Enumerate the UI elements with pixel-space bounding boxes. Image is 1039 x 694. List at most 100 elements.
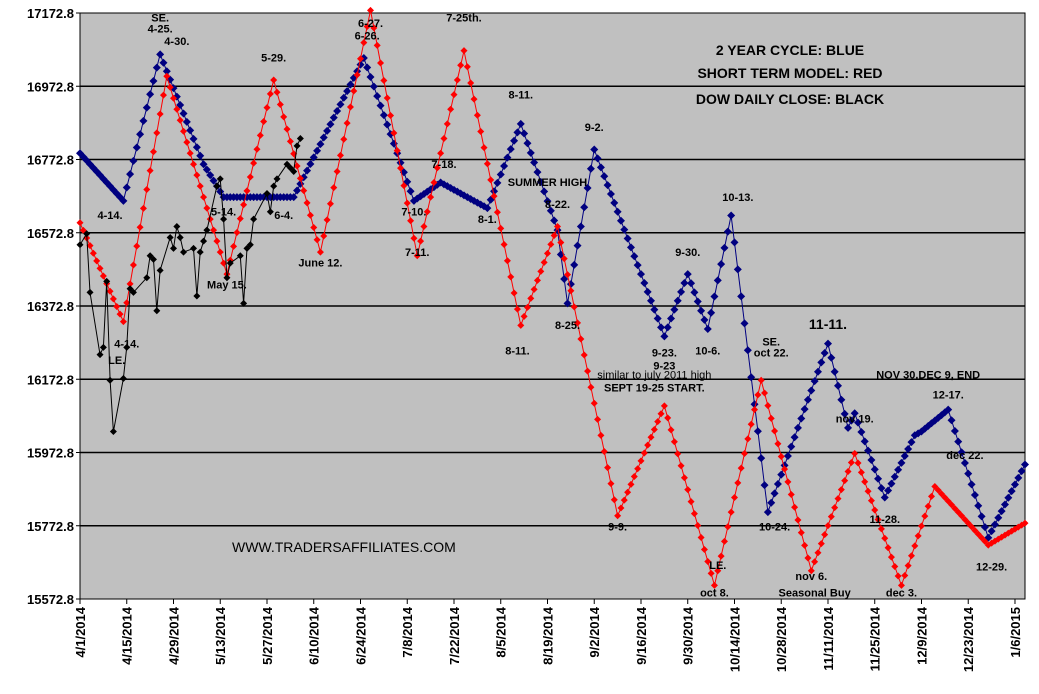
data-point [847, 416, 856, 425]
data-point [864, 487, 872, 495]
x-tick-label: 5/27/2014 [260, 606, 275, 665]
data-point [76, 241, 84, 249]
data-point [339, 93, 348, 102]
data-point [93, 257, 101, 265]
data-point [881, 534, 889, 542]
data-point [827, 353, 836, 362]
data-point [236, 215, 244, 223]
data-point [567, 287, 575, 295]
data-point [350, 87, 358, 95]
data-point [840, 409, 849, 418]
data-point [333, 168, 341, 176]
data-point [707, 569, 715, 577]
data-point [413, 252, 421, 260]
data-point [626, 243, 635, 252]
data-point [149, 255, 157, 263]
data-point [129, 261, 137, 269]
data-point [540, 187, 549, 196]
data-point [593, 154, 602, 163]
data-point [373, 41, 381, 49]
x-tick-label: 4/15/2014 [120, 606, 135, 665]
data-point [674, 450, 682, 458]
data-point [600, 447, 608, 455]
data-point [747, 373, 756, 382]
data-point [543, 197, 552, 206]
annotation: nov 6. [795, 571, 827, 583]
data-point [550, 216, 559, 225]
series-layer [76, 6, 1029, 589]
data-point [119, 374, 127, 382]
data-point [764, 402, 772, 410]
data-point [430, 179, 438, 187]
x-tick-label: 10/14/2014 [727, 606, 742, 672]
data-point [206, 215, 214, 223]
data-point [263, 104, 271, 112]
y-tick-label: 16172.8 [27, 372, 74, 387]
data-point [1007, 487, 1016, 496]
data-point [250, 159, 258, 167]
data-point [724, 523, 732, 531]
data-point [817, 358, 826, 367]
data-point [620, 225, 629, 234]
data-point [760, 481, 769, 490]
data-point [577, 335, 585, 343]
annotation: SE. [762, 336, 780, 348]
data-point [176, 116, 184, 124]
data-point [156, 266, 164, 274]
data-point [917, 522, 925, 530]
x-tick-label: 8/5/2014 [494, 606, 509, 657]
data-point [850, 409, 859, 418]
data-point [867, 497, 875, 505]
data-point [737, 464, 745, 472]
data-point [407, 217, 415, 225]
data-point [303, 199, 311, 207]
data-point [190, 244, 198, 252]
data-point [981, 537, 989, 545]
data-point [754, 391, 762, 399]
data-point [887, 553, 895, 561]
data-point [309, 153, 318, 162]
data-point [630, 252, 639, 261]
data-point [667, 314, 676, 323]
data-point [400, 182, 408, 190]
data-point [423, 208, 431, 216]
data-point [570, 260, 579, 269]
data-point [557, 239, 565, 247]
data-point [841, 477, 849, 485]
annotation: SEPT 19-25 START. [604, 382, 705, 394]
data-point [961, 515, 969, 523]
data-point [346, 103, 354, 111]
data-point [563, 299, 572, 308]
data-point [707, 308, 716, 317]
data-point [977, 512, 986, 521]
legend-line: SHORT TERM MODEL: RED [697, 65, 882, 81]
data-point [273, 88, 281, 96]
data-point [616, 216, 625, 225]
annotation: 9-9. [608, 521, 627, 533]
data-point [300, 187, 308, 195]
data-point [987, 527, 996, 536]
data-point [807, 386, 816, 395]
data-point [119, 196, 128, 205]
data-point [997, 507, 1006, 516]
data-point [210, 226, 218, 234]
data-point [821, 531, 829, 539]
data-point [907, 552, 915, 560]
data-point [560, 255, 568, 263]
data-point [310, 223, 318, 231]
data-point [586, 164, 595, 173]
data-point [921, 512, 929, 520]
data-point [373, 92, 382, 101]
data-point [260, 118, 268, 126]
data-point [690, 288, 699, 297]
data-point [477, 127, 485, 135]
data-point [613, 207, 622, 216]
data-point [777, 452, 785, 460]
data-point [336, 151, 344, 159]
data-point [457, 61, 465, 69]
data-point [266, 90, 274, 98]
annotation: 8-22. [545, 199, 570, 211]
data-point [146, 90, 155, 99]
data-point [437, 149, 445, 157]
data-point [493, 178, 502, 187]
